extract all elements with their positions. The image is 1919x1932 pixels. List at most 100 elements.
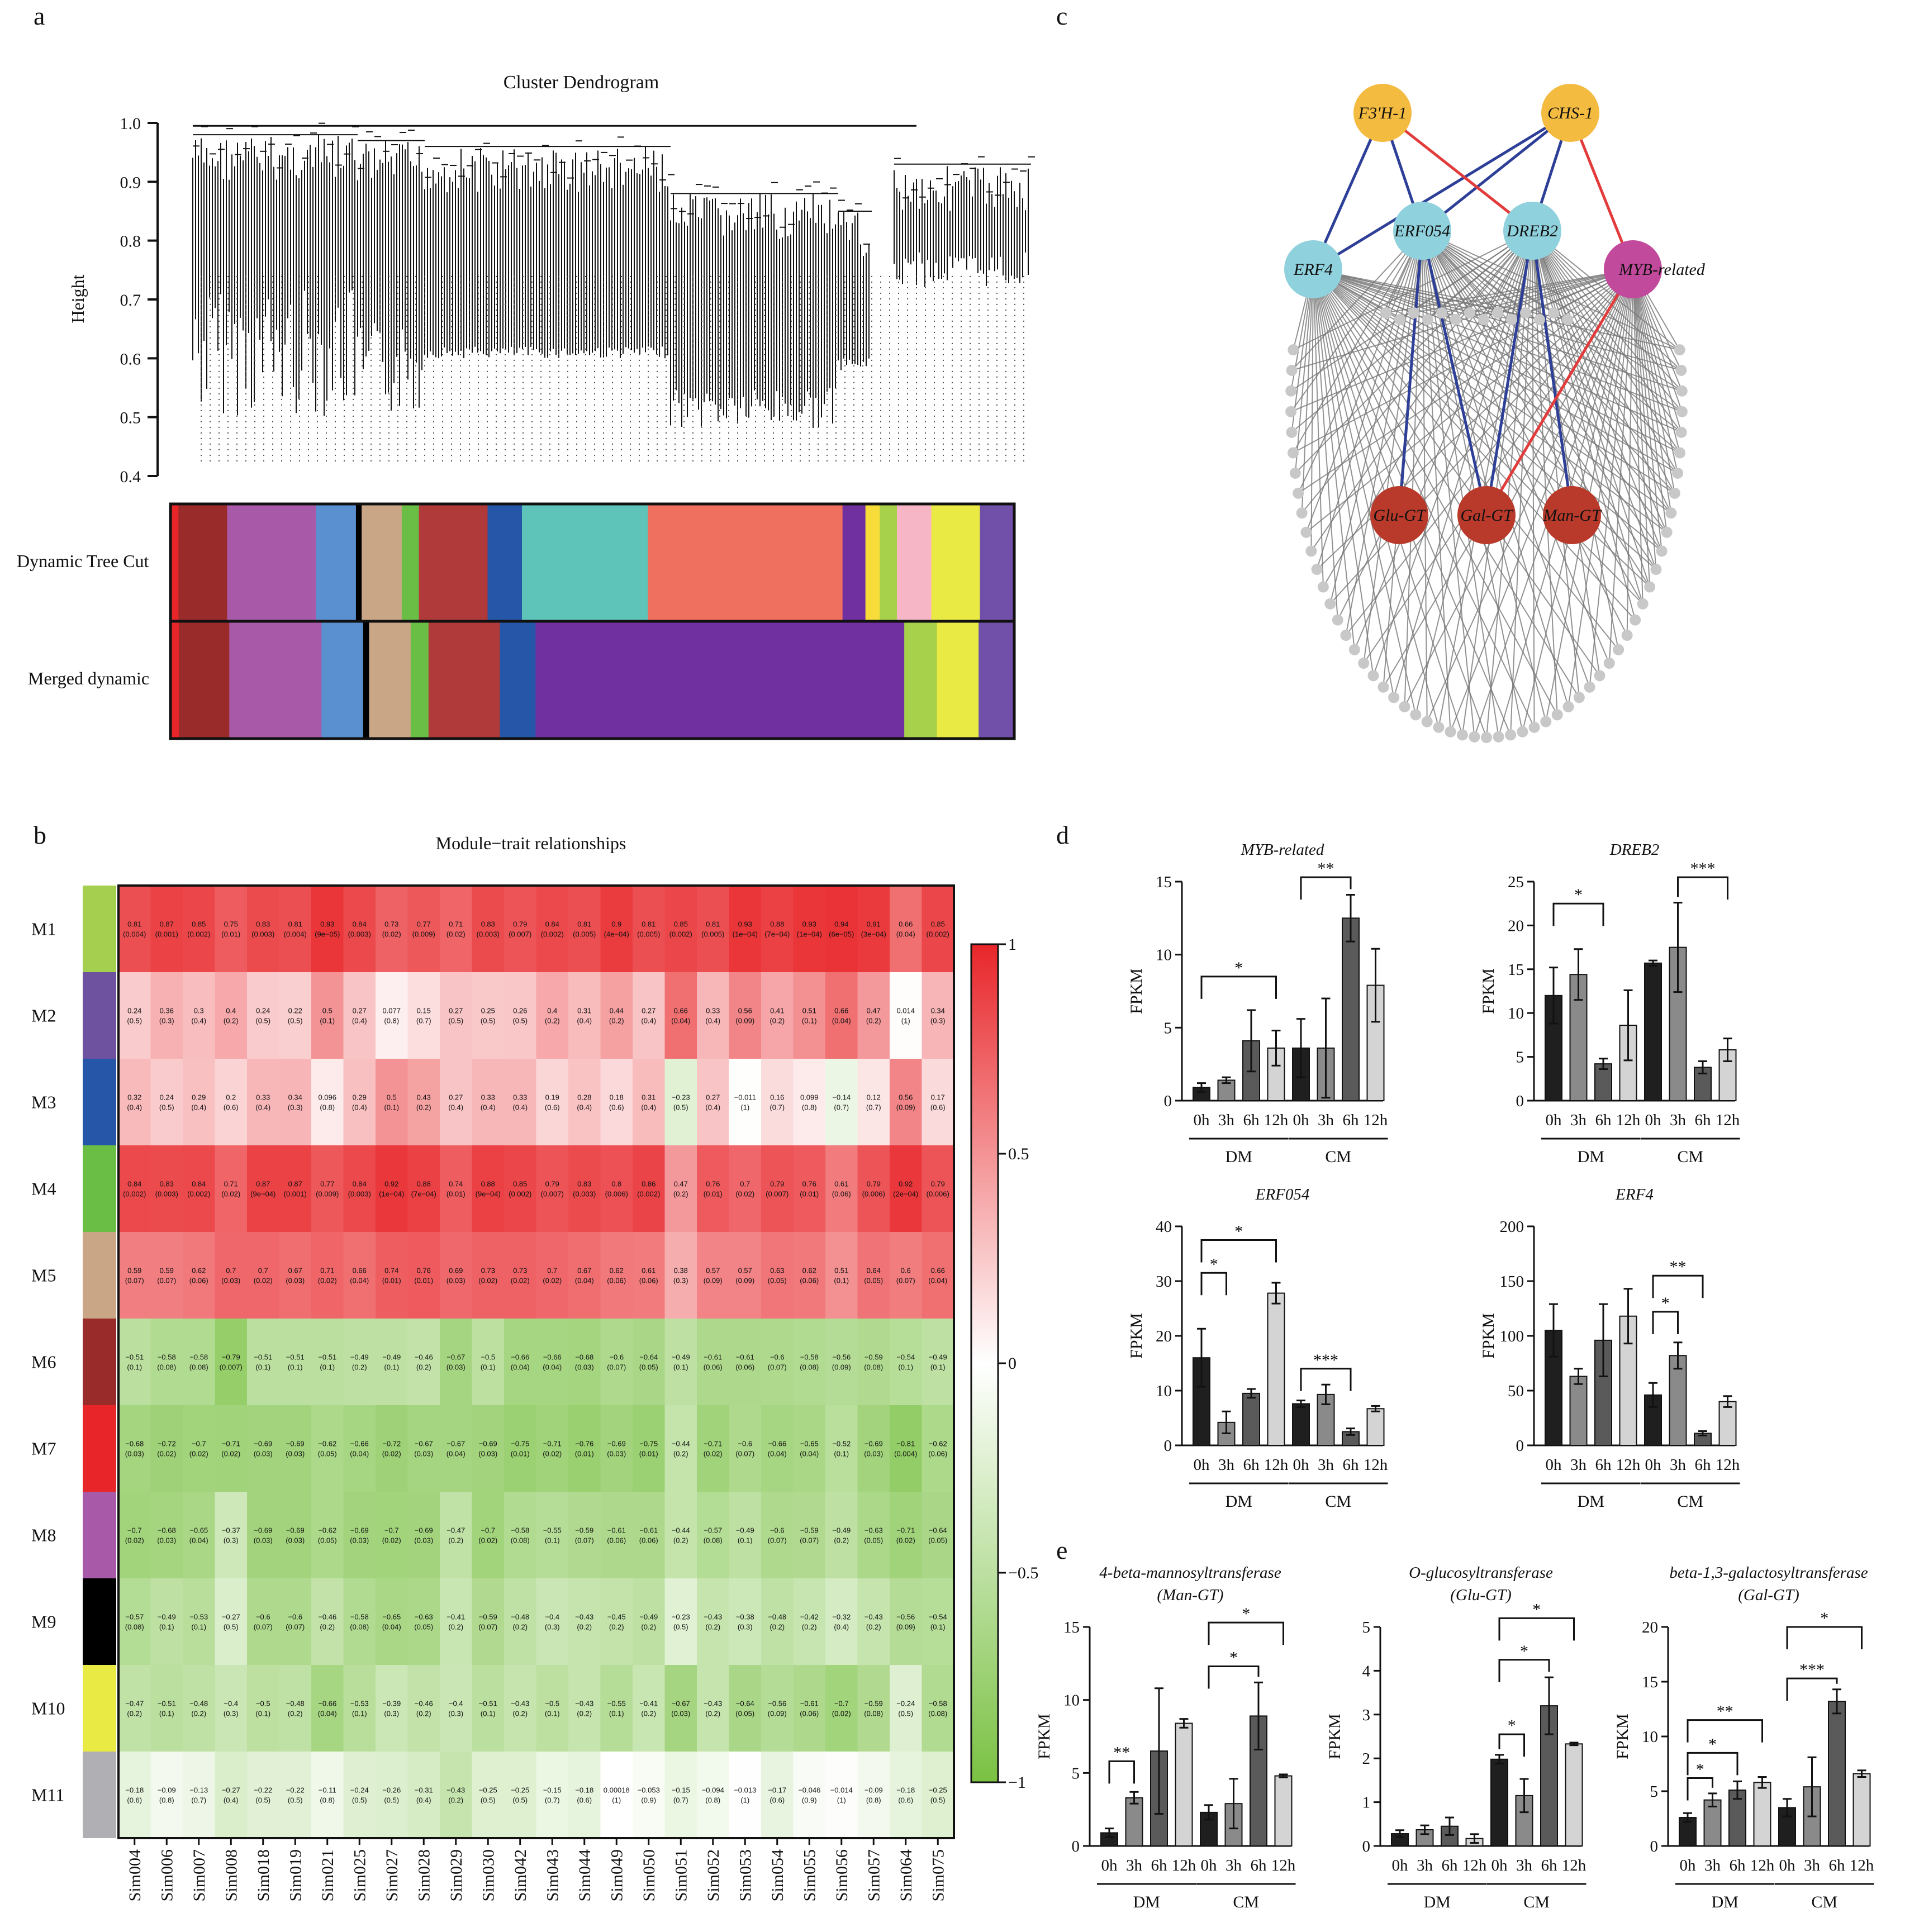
heatmap-cell-value: 0.81 [642, 920, 656, 929]
bar [1267, 1292, 1285, 1446]
heatmap-cell [215, 1492, 248, 1579]
grey-edge [1313, 269, 1324, 587]
sample-label: Sim052 [704, 1849, 723, 1901]
dynamic-tree-cut-segment [178, 504, 227, 621]
heatmap-cell-pvalue: (0.06) [800, 1277, 819, 1285]
dynamic-tree-cut-segment [170, 504, 179, 621]
heatmap-cell [729, 886, 762, 973]
heatmap-cell-pvalue: (0.05) [318, 1450, 337, 1458]
heatmap-cell-value: 0.88 [417, 1180, 431, 1188]
sample-label: Sim004 [126, 1849, 144, 1901]
heatmap-cell-value: −0.49 [929, 1353, 947, 1362]
heatmap-cell [890, 1752, 922, 1839]
module-color-swatch [83, 1059, 116, 1145]
grey-edge [1313, 269, 1535, 728]
chart-x-tick-label: 0h [1680, 1857, 1697, 1874]
heatmap-cell [407, 886, 440, 973]
heatmap-cell-value: −0.48 [286, 1700, 305, 1708]
sample-label: Sim064 [897, 1849, 915, 1901]
heatmap-cell [376, 1059, 408, 1146]
chart-y-tick-label: 2 [1362, 1750, 1371, 1768]
heatmap-cell-pvalue: (0.05) [414, 1623, 433, 1631]
heatmap-cell-pvalue: (0.07) [768, 1363, 787, 1372]
heatmap-cell-value: −0.59 [864, 1353, 883, 1362]
heatmap-cell-pvalue: (0.002) [637, 1190, 660, 1198]
peripheral-node [1436, 307, 1447, 318]
heatmap-cell-pvalue: (0.02) [382, 1450, 401, 1458]
heatmap-cell-value: −0.43 [511, 1700, 529, 1708]
heatmap-cell-value: −0.43 [575, 1700, 593, 1708]
chart-y-tick-label: 5 [1516, 1049, 1524, 1067]
heatmap-cell [793, 1752, 826, 1839]
heatmap-cell [440, 1232, 472, 1319]
heatmap-cell-pvalue: (0.03) [221, 1277, 240, 1285]
heatmap-cell-pvalue: (0.03) [254, 1450, 273, 1458]
chart-y-tick-label: 15 [1642, 1673, 1658, 1691]
heatmap-cell-value: −0.58 [189, 1353, 208, 1362]
module-color-swatch [83, 1578, 116, 1665]
peripheral-node [1464, 307, 1475, 318]
heatmap-cell-value: 0.84 [127, 1180, 141, 1188]
heatmap-cell-value: 0.73 [513, 1267, 527, 1275]
heatmap-cell-pvalue: (0.04) [543, 1363, 562, 1372]
bar [1125, 1797, 1143, 1847]
chart-y-label: FPKM [1035, 1714, 1053, 1759]
chart-subtitle: (Glu-GT) [1450, 1586, 1512, 1604]
heatmap-cell-pvalue: (0.08) [125, 1623, 144, 1631]
heatmap-cell-pvalue: (0.2) [224, 1017, 239, 1025]
heatmap-cell-pvalue: (0.9) [641, 1796, 656, 1805]
heatmap-cell-pvalue: (7e−04) [764, 930, 790, 939]
peripheral-node [1506, 314, 1517, 325]
chart-y-label: FPKM [1127, 968, 1146, 1014]
heatmap-cell-pvalue: (0.09) [735, 1277, 754, 1285]
heatmap-cell-pvalue: (0.007) [509, 930, 531, 939]
heatmap-cell-value: 0.47 [867, 1007, 881, 1015]
heatmap-cell-pvalue: (0.02) [543, 1277, 562, 1285]
heatmap-cell-value: −0.76 [575, 1440, 593, 1448]
heatmap-cell-pvalue: (1e−04) [733, 930, 758, 939]
heatmap-cell-value: 0.81 [288, 920, 302, 929]
heatmap-cell-value: −0.25 [929, 1786, 947, 1795]
heatmap-cell-pvalue: (0.6) [930, 1103, 946, 1112]
heatmap-cell-value: −0.66 [350, 1440, 369, 1448]
network-node-man [1543, 486, 1601, 544]
significance-label: * [1708, 1735, 1717, 1753]
grey-edge [1438, 230, 1533, 727]
grey-edge [1301, 269, 1314, 513]
peripheral-node [1422, 314, 1433, 325]
heatmap-cell-pvalue: (0.02) [189, 1450, 208, 1458]
merged-dynamic-segment [363, 621, 369, 739]
heatmap-cell [633, 1665, 665, 1752]
module-color-swatch [83, 1492, 116, 1578]
heatmap-cell-value: −0.23 [672, 1613, 690, 1621]
legend-tick-label: 0.5 [1008, 1145, 1029, 1163]
heatmap-cell-value: −0.18 [575, 1786, 593, 1795]
heatmap-cell-value: 0.4 [226, 1007, 236, 1015]
chart-x-tick-label: 6h [1595, 1456, 1612, 1474]
legend-tick-label: 0 [1008, 1354, 1016, 1373]
heatmap-cell-pvalue: (1) [612, 1796, 621, 1805]
heatmap-cell [247, 1405, 279, 1492]
sample-label: Sim055 [800, 1849, 819, 1901]
heatmap-cell-pvalue: (0.4) [705, 1017, 720, 1025]
heatmap-cell-pvalue: (0.7) [834, 1103, 849, 1112]
heatmap-cell-value: −0.46 [318, 1613, 336, 1621]
heatmap-cell [857, 1319, 890, 1406]
heatmap-cell-value: −0.09 [864, 1786, 883, 1795]
heatmap-cell [343, 1578, 376, 1665]
heatmap-cell-value: −0.46 [415, 1353, 433, 1362]
heatmap-cell [697, 1405, 729, 1492]
network-node-myb [1604, 240, 1662, 298]
heatmap-cell [311, 1059, 344, 1146]
heatmap-cell-pvalue: (0.1) [288, 1363, 303, 1372]
heatmap-cell [664, 1232, 697, 1319]
dynamic-tree-cut-segment [419, 504, 488, 621]
heatmap-cell-value: 0.79 [931, 1180, 945, 1188]
heatmap-cell-value: −0.56 [896, 1613, 915, 1621]
peripheral-node [1669, 487, 1680, 499]
heatmap-cell-pvalue: (0.03) [157, 1536, 176, 1545]
heatmap-title: Module−trait relationships [436, 833, 626, 853]
heatmap-cell-pvalue: (0.05) [768, 1277, 787, 1285]
chart-title: 4-beta-mannosyltransferase [1099, 1564, 1281, 1582]
chart-y-tick-label: 10 [1508, 1005, 1524, 1022]
